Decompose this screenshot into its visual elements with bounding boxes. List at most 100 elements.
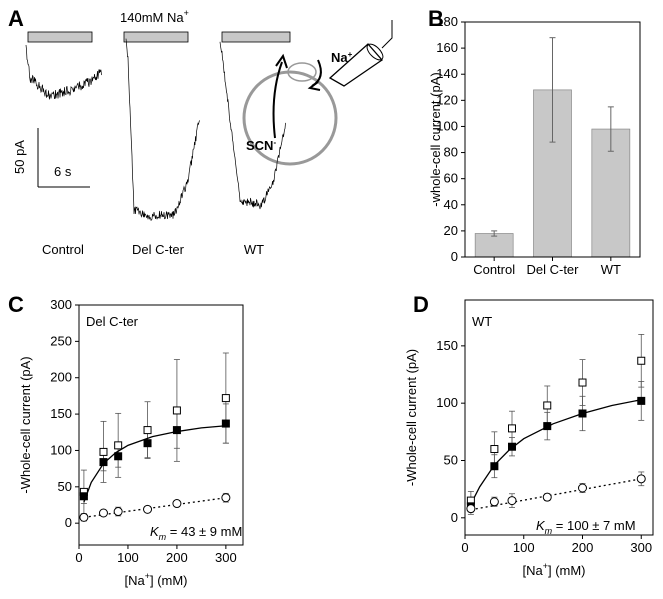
marker bbox=[99, 447, 108, 456]
y-tick-label: 60 bbox=[444, 171, 458, 186]
x-tick-label: Del C-ter bbox=[526, 262, 579, 277]
x-tick-label: 0 bbox=[75, 550, 82, 565]
stimulus-bar bbox=[27, 31, 93, 43]
y-tick-label: 0 bbox=[451, 510, 458, 525]
stimulus-sup: + bbox=[184, 8, 189, 18]
axes-frame bbox=[464, 299, 654, 536]
marker bbox=[221, 493, 231, 503]
km-symbol: K bbox=[536, 518, 546, 533]
axes-frame bbox=[78, 304, 244, 546]
marker bbox=[637, 396, 646, 405]
marker bbox=[114, 441, 123, 450]
marker bbox=[172, 406, 181, 415]
marker bbox=[508, 442, 516, 451]
y-tick-label: 100 bbox=[50, 442, 72, 457]
panel-title: Del C-ter bbox=[86, 314, 139, 329]
marker bbox=[221, 419, 230, 428]
y-tick-label: 150 bbox=[50, 406, 72, 421]
y-tick-label: 180 bbox=[436, 14, 458, 29]
y-tick-label: 100 bbox=[436, 395, 458, 410]
marker bbox=[543, 422, 552, 431]
scale-current: 50 pA bbox=[12, 140, 27, 174]
cell bbox=[242, 70, 338, 166]
scale-time: 6 s bbox=[54, 164, 72, 179]
pipette bbox=[328, 43, 383, 87]
marker bbox=[508, 424, 516, 433]
marker bbox=[466, 504, 476, 514]
x-tick-label: 100 bbox=[513, 540, 535, 555]
x-axis-label: [Na+] (mM) bbox=[522, 561, 585, 578]
ion-sup: + bbox=[348, 50, 353, 59]
y-tick-label: 40 bbox=[444, 197, 458, 212]
linear-fit bbox=[470, 478, 642, 511]
x-label-rest: ] (mM) bbox=[150, 573, 188, 588]
km-text: = 100 ± 7 mM bbox=[552, 518, 635, 533]
marker bbox=[578, 409, 587, 418]
current-trace bbox=[125, 38, 200, 221]
stimulus-bar bbox=[123, 31, 189, 43]
km-symbol: K bbox=[150, 524, 160, 539]
x-tick-label: 0 bbox=[461, 540, 468, 555]
y-tick-label: 100 bbox=[436, 118, 458, 133]
panel-title: WT bbox=[472, 314, 492, 329]
x-label-sup: + bbox=[543, 561, 548, 571]
marker bbox=[143, 426, 152, 435]
y-axis-label: -Whole-cell current (pA) bbox=[18, 356, 33, 493]
patch bbox=[287, 62, 317, 82]
panel-label: D bbox=[413, 292, 429, 317]
current-trace bbox=[25, 44, 102, 100]
marker bbox=[113, 507, 123, 517]
y-tick-label: 150 bbox=[436, 338, 458, 353]
x-tick-label: 300 bbox=[630, 540, 652, 555]
stimulus-label: 140mM Na+ bbox=[120, 8, 189, 25]
marker bbox=[79, 492, 88, 501]
y-tick-label: 20 bbox=[444, 223, 458, 238]
ion-text: Na bbox=[331, 50, 348, 65]
y-axis-label: -Whole-cell current (pA) bbox=[404, 349, 419, 486]
panel-label: B bbox=[428, 6, 444, 31]
y-tick-label: 50 bbox=[58, 479, 72, 494]
arrow bbox=[272, 61, 283, 139]
marker bbox=[542, 492, 552, 502]
fit-curve bbox=[83, 425, 226, 503]
km-label: Km = 43 ± 9 mM bbox=[150, 524, 242, 542]
y-tick-label: 160 bbox=[436, 40, 458, 55]
panel-label: C bbox=[8, 292, 24, 317]
y-tick-label: 0 bbox=[451, 249, 458, 264]
marker bbox=[143, 439, 152, 448]
y-tick-label: 120 bbox=[436, 92, 458, 107]
marker bbox=[490, 445, 499, 454]
anion-text: SCN bbox=[246, 138, 273, 153]
marker bbox=[172, 426, 181, 435]
km-sub: m bbox=[159, 532, 167, 542]
fit-curve bbox=[470, 399, 642, 505]
current-trace bbox=[219, 41, 286, 210]
arrowhead bbox=[275, 53, 288, 69]
x-tick-label: 200 bbox=[572, 540, 594, 555]
x-label-sup: + bbox=[145, 571, 150, 581]
km-sub: m bbox=[545, 526, 553, 536]
bar bbox=[474, 233, 514, 258]
x-tick-label: 100 bbox=[117, 550, 139, 565]
x-tick-label: 300 bbox=[215, 550, 237, 565]
wire bbox=[381, 20, 393, 49]
marker bbox=[143, 504, 153, 514]
axes-frame bbox=[464, 21, 641, 258]
panel-label: A bbox=[8, 6, 24, 31]
marker bbox=[578, 378, 587, 387]
marker bbox=[578, 483, 587, 493]
stimulus-text: 140mM Na bbox=[120, 10, 184, 25]
marker bbox=[172, 499, 182, 509]
linear-fit bbox=[83, 497, 226, 519]
x-label-text: [Na bbox=[124, 573, 145, 588]
x-tick-label: Control bbox=[473, 262, 515, 277]
trace-label: WT bbox=[244, 242, 264, 257]
inset-diagram: Na+ SCN- bbox=[242, 20, 393, 166]
x-axis-label: [Na+] (mM) bbox=[124, 571, 187, 588]
marker bbox=[489, 497, 499, 507]
marker bbox=[98, 508, 108, 518]
y-tick-label: 0 bbox=[65, 515, 72, 530]
arrowhead bbox=[307, 81, 321, 91]
y-tick-label: 250 bbox=[50, 333, 72, 348]
